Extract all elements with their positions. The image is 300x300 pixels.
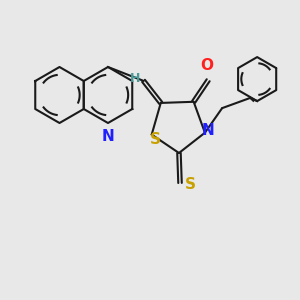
- Text: S: S: [150, 132, 161, 147]
- Text: H: H: [130, 72, 141, 86]
- Text: S: S: [185, 178, 196, 193]
- Text: N: N: [102, 129, 114, 144]
- Text: N: N: [202, 123, 214, 138]
- Text: O: O: [201, 58, 214, 73]
